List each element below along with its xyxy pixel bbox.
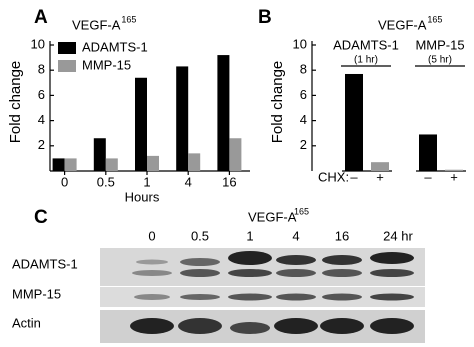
x-axis-label: CHX: [318,169,349,184]
blot-title: VEGF-A [248,209,297,224]
legend-label: MMP-15 [82,57,131,72]
bar [419,134,437,171]
lane-label: 1 [246,228,253,243]
lane-label: 16 [335,228,349,243]
blot-image [100,248,425,343]
x-tick-label: – [424,169,432,184]
y-tick-label: 2 [300,137,307,152]
lane-label: 0.5 [191,228,209,243]
bar [371,162,389,171]
legend-label: ADAMTS-1 [82,39,148,54]
row-label: Actin [12,315,41,330]
group-label: ADAMTS-1 [333,37,399,52]
bar [52,158,65,171]
y-tick-label: 6 [300,87,307,102]
x-tick-label: 0 [61,174,68,189]
y-tick-label: 10 [31,36,45,51]
blot-title-sup: 165 [294,206,309,216]
bar [105,158,118,171]
bar [135,77,147,171]
x-axis-label: Hours [125,189,160,204]
bar [345,73,363,171]
bar [188,153,201,171]
bar [217,55,230,171]
y-tick-label: 8 [38,62,45,77]
y-tick-label: 8 [300,62,307,77]
group-note: (5 hr) [428,55,452,66]
legend-swatch [58,42,76,54]
x-tick-label: 0.5 [97,174,115,189]
x-tick-label: + [450,169,458,184]
x-tick-label: 16 [222,174,236,189]
lane-label: 24 hr [383,228,413,243]
legend-swatch [58,60,76,72]
bar [176,66,189,171]
chart-title-sup: 165 [121,14,136,24]
y-tick-label: 4 [300,112,307,127]
y-axis-label: Fold change [7,61,24,144]
x-tick-label: 4 [185,174,192,189]
row-label: MMP-15 [12,286,61,301]
bar [445,169,463,171]
panel-label: B [258,7,272,28]
bar [147,155,159,171]
chart-title: VEGF-A [72,17,121,32]
group-note: (1 hr) [354,55,378,66]
chart-title-sup: 165 [427,14,442,24]
y-tick-label: 6 [38,87,45,102]
panel-label: C [34,207,48,228]
x-tick-label: + [376,169,384,184]
x-tick-label: 1 [143,174,150,189]
x-tick-label: – [350,169,358,184]
y-tick-label: 4 [38,112,45,127]
chart-title: VEGF-A [378,17,427,32]
bar [229,138,242,171]
group-label: MMP-15 [415,37,464,52]
row-label: ADAMTS-1 [12,256,78,271]
panel-label: A [34,7,48,28]
y-tick-label: 2 [38,137,45,152]
y-axis-label: Fold change [269,61,286,144]
y-tick-label: 10 [293,36,307,51]
bar [93,138,106,171]
lane-label: 0 [148,228,155,243]
lane-label: 4 [292,228,299,243]
bar [64,158,77,171]
